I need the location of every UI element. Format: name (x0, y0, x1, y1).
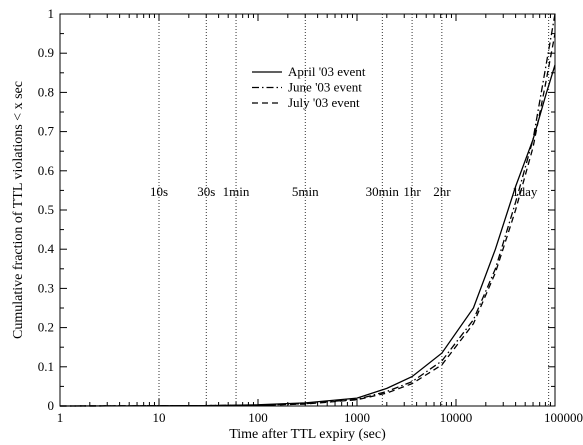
series-line-2 (59, 33, 556, 407)
y-tick-label: 0.9 (38, 45, 54, 60)
marker-label-30min: 30min (366, 184, 400, 199)
marker-label-1min: 1min (223, 184, 250, 199)
x-tick-label: 1000 (344, 410, 370, 425)
marker-label-30s: 30s (197, 184, 215, 199)
x-tick-label: 10000 (440, 410, 473, 425)
x-axis-label: Time after TTL expiry (sec) (229, 427, 386, 442)
marker-label-10s: 10s (150, 184, 168, 199)
y-tick-label: 1 (48, 6, 55, 21)
y-tick-label: 0.2 (38, 320, 54, 335)
y-tick-label: 0.3 (38, 280, 54, 295)
marker-label-5min: 5min (292, 184, 319, 199)
legend-label-0: April '03 event (288, 64, 366, 79)
legend-label-2: July '03 event (288, 95, 360, 110)
marker-label-2hr: 2hr (433, 184, 451, 199)
legend-label-1: June '03 event (288, 80, 362, 95)
x-tick-label: 1 (57, 410, 64, 425)
marker-label-1hr: 1hr (403, 184, 421, 199)
y-tick-label: 0.6 (38, 163, 55, 178)
series-line-0 (59, 64, 556, 407)
y-tick-label: 0.1 (38, 359, 54, 374)
y-tick-label: 0.8 (38, 84, 54, 99)
x-tick-label: 100000 (544, 410, 583, 425)
plot-layer: 0 0.1 0.2 0.3 0.4 0.5 0.6 0.7 0.8 0.9 1 1 10 100 1000 1… (11, 6, 583, 442)
x-tick-label: 10 (153, 410, 166, 425)
marker-label-1day: 1day (512, 184, 538, 199)
y-tick-label: 0.4 (38, 241, 55, 256)
y-tick-label: 0.5 (38, 202, 54, 217)
x-tick-label: 100 (248, 410, 268, 425)
y-axis-label: Cumulative fraction of TTL violations < … (11, 81, 26, 339)
y-tick-label: 0 (48, 398, 55, 413)
y-tick-label: 0.7 (38, 124, 55, 139)
